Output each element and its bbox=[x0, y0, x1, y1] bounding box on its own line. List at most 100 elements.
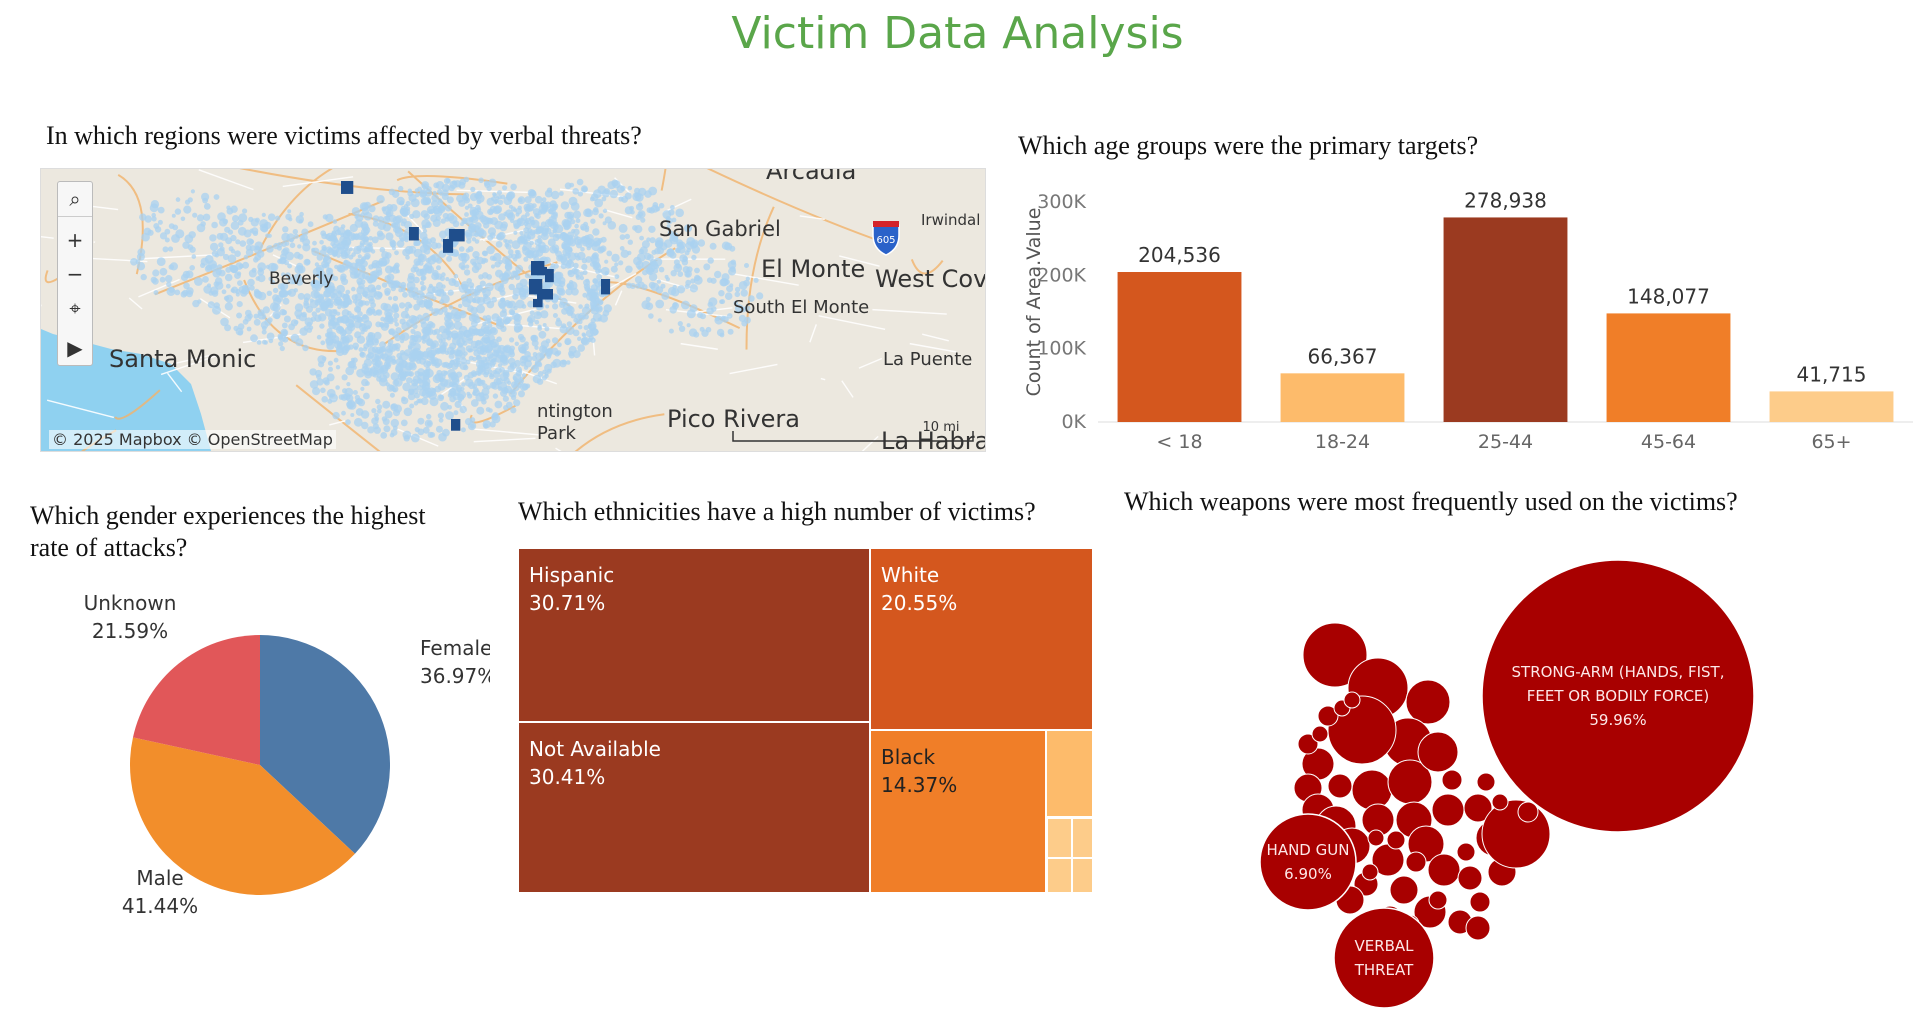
map-point bbox=[492, 393, 499, 399]
ethnicity-treemap[interactable]: Hispanic 30.71% Not Available 30.41% White… bbox=[518, 548, 1094, 894]
map-point bbox=[287, 263, 292, 269]
map-point bbox=[164, 228, 171, 235]
map-point bbox=[458, 199, 466, 207]
map-point bbox=[718, 290, 725, 297]
map-point bbox=[598, 213, 604, 219]
bubble-weapon bbox=[1469, 891, 1491, 913]
map-point bbox=[436, 333, 443, 340]
map-point bbox=[157, 206, 165, 214]
map-point bbox=[602, 208, 608, 213]
map-point bbox=[453, 273, 459, 279]
map-street bbox=[809, 324, 817, 343]
map-expand-button[interactable]: ▶ bbox=[67, 336, 83, 360]
map-street bbox=[473, 437, 536, 443]
map-point bbox=[573, 228, 580, 236]
treemap-label: White bbox=[881, 563, 940, 587]
map-point bbox=[288, 217, 293, 222]
map-point bbox=[368, 368, 378, 377]
map-point bbox=[648, 272, 658, 282]
map-point bbox=[565, 262, 572, 269]
map-point bbox=[552, 358, 562, 368]
map-point bbox=[307, 221, 314, 228]
map-point bbox=[279, 308, 287, 316]
map-point bbox=[237, 323, 245, 330]
map-point bbox=[364, 201, 371, 209]
map-point bbox=[368, 295, 374, 302]
weapons-bubble-chart[interactable]: STRONG-ARM (HANDS, FIST, FEET OR BODILY F… bbox=[1200, 520, 1800, 1030]
gender-pie-chart[interactable]: Female 36.97% Male 41.44% Unknown 21.59% bbox=[60, 580, 490, 930]
map-point bbox=[388, 343, 397, 352]
map-street bbox=[171, 353, 215, 365]
map-point bbox=[459, 178, 467, 186]
map-point bbox=[499, 223, 508, 232]
map-point bbox=[587, 324, 592, 329]
map-point bbox=[139, 213, 147, 221]
map-point bbox=[488, 408, 493, 413]
treemap-cell-tiny[interactable] bbox=[1072, 858, 1094, 894]
map-point bbox=[356, 316, 363, 323]
map-point bbox=[465, 359, 471, 365]
map-point bbox=[479, 280, 486, 287]
map-point bbox=[470, 370, 477, 377]
treemap-cell-other-small[interactable] bbox=[1046, 817, 1094, 894]
map-point bbox=[495, 269, 503, 278]
map-point bbox=[487, 227, 497, 236]
map-point bbox=[375, 260, 383, 268]
treemap-cell-other[interactable] bbox=[1046, 730, 1093, 817]
map-point bbox=[485, 348, 490, 354]
map-point bbox=[156, 257, 166, 266]
map-point bbox=[591, 291, 597, 298]
map-point bbox=[332, 219, 338, 224]
map-point bbox=[437, 308, 444, 315]
treemap-cell-hispanic[interactable]: Hispanic 30.71% bbox=[518, 548, 870, 722]
treemap-pct: 14.37% bbox=[881, 773, 958, 797]
treemap-pct: 30.41% bbox=[529, 765, 606, 789]
treemap-cell-not-available[interactable]: Not Available 30.41% bbox=[518, 722, 870, 893]
map-point bbox=[525, 202, 535, 212]
map-point bbox=[476, 304, 485, 314]
age-bar-chart[interactable]: Count of Area.Value 0K 100K 200K 300K 204,536… bbox=[1018, 170, 1913, 460]
map-point bbox=[270, 280, 276, 285]
map-point bbox=[567, 237, 577, 247]
map-point bbox=[638, 211, 644, 217]
map-point bbox=[321, 233, 328, 240]
map-point bbox=[370, 302, 376, 308]
treemap-cell-tiny[interactable] bbox=[1047, 858, 1072, 894]
map-search-button[interactable]: ⌕ bbox=[69, 187, 81, 211]
map-select-tool-button[interactable]: ⌖ bbox=[69, 296, 81, 320]
map-point bbox=[743, 279, 750, 287]
victim-map[interactable]: 605 10 mi Arcadia San Gabriel Irwindal E… bbox=[40, 168, 986, 452]
map-point bbox=[491, 381, 500, 390]
map-point bbox=[174, 289, 181, 296]
bubble-weapon bbox=[1302, 622, 1368, 688]
treemap-cell-tiny[interactable] bbox=[1047, 818, 1072, 858]
pie-slice-female bbox=[260, 635, 391, 854]
zoom-in-button[interactable]: + bbox=[66, 228, 84, 252]
map-point bbox=[318, 361, 325, 368]
map-points bbox=[130, 176, 764, 443]
y-tick-label: 200K bbox=[1037, 264, 1086, 286]
map-point bbox=[235, 239, 241, 245]
map-point bbox=[446, 255, 453, 262]
map-point bbox=[313, 291, 321, 298]
treemap-cell-black[interactable]: Black 14.37% bbox=[870, 730, 1046, 893]
map-point bbox=[461, 382, 466, 387]
map-point bbox=[205, 264, 212, 271]
map-point bbox=[420, 284, 427, 291]
map-point bbox=[472, 251, 480, 259]
bar-value-label: 66,367 bbox=[1308, 344, 1378, 368]
map-point bbox=[365, 339, 375, 348]
treemap-cell-white[interactable]: White 20.55% bbox=[870, 548, 1093, 730]
map-point bbox=[468, 355, 474, 361]
map-point bbox=[323, 254, 330, 261]
map-point bbox=[480, 337, 488, 346]
map-point bbox=[637, 265, 642, 270]
zoom-out-button[interactable]: − bbox=[66, 262, 84, 286]
map-point bbox=[262, 339, 267, 345]
map-point bbox=[361, 378, 369, 387]
map-point bbox=[514, 359, 522, 367]
map-point bbox=[240, 289, 248, 297]
map-point bbox=[361, 421, 369, 430]
treemap-cell-tiny[interactable] bbox=[1072, 818, 1094, 858]
map-point bbox=[431, 200, 439, 208]
